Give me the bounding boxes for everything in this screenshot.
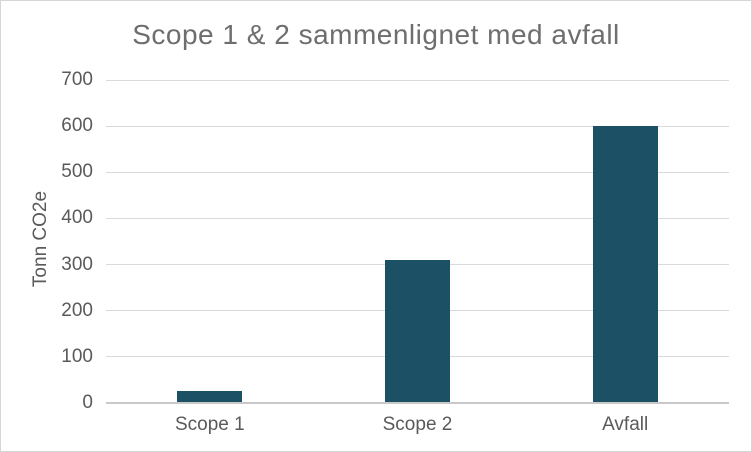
gridline-600 xyxy=(106,125,729,127)
x-axis-line xyxy=(106,402,729,404)
gridline-500 xyxy=(106,171,729,173)
plot-area xyxy=(106,79,729,403)
x-axis-label-scope-2: Scope 2 xyxy=(382,414,453,435)
gridline-700 xyxy=(106,79,729,81)
x-axis-label-avfall: Avfall xyxy=(602,414,649,435)
bar-scope-2 xyxy=(385,259,450,403)
bar-avfall xyxy=(592,126,658,403)
y-tick-label-200: 200 xyxy=(61,299,93,321)
y-tick-label-400: 400 xyxy=(61,207,93,229)
y-tick-label-700: 700 xyxy=(61,69,93,90)
y-tick-label-500: 500 xyxy=(61,161,93,183)
y-tick-label-300: 300 xyxy=(61,253,93,275)
x-axis-label-scope-1: Scope 1 xyxy=(174,414,245,435)
gridline-400 xyxy=(106,217,729,219)
chart-title: Scope 1 & 2 sammenlignet med avfall xyxy=(132,19,620,50)
bar-scope-1 xyxy=(177,391,243,403)
y-tick-label-100: 100 xyxy=(61,345,93,367)
y-tick-label-0: 0 xyxy=(82,392,93,413)
y-tick-label-600: 600 xyxy=(61,115,93,137)
